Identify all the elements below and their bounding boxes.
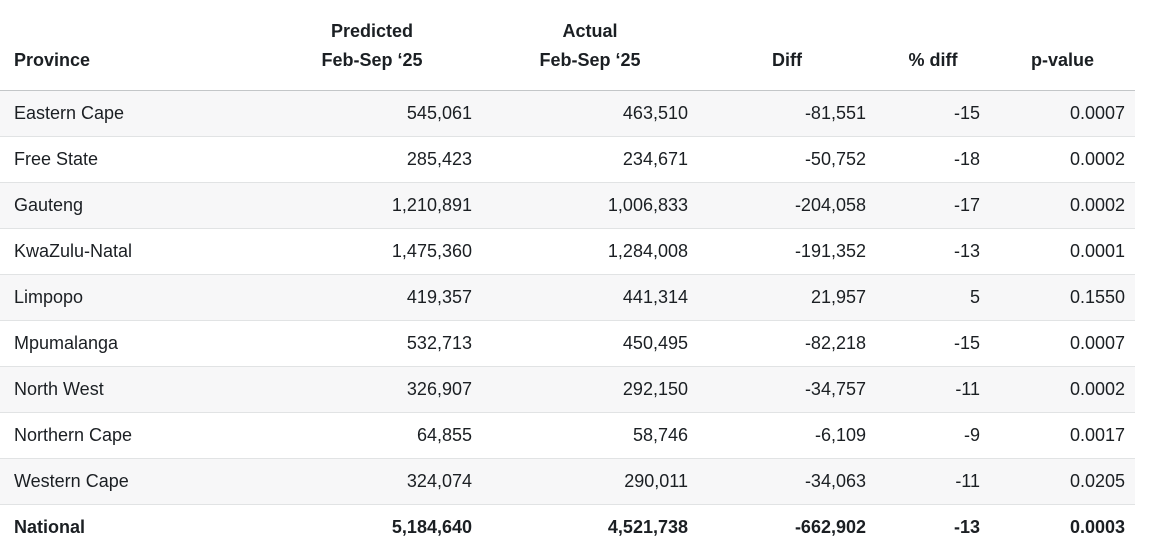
- cell-predicted: 1,475,360: [262, 228, 482, 275]
- column-header-actual: Actual Feb-Sep ‘25: [482, 9, 698, 91]
- cell-diff: -82,218: [698, 320, 876, 367]
- cell-actual: 234,671: [482, 136, 698, 183]
- cell-diff: -34,757: [698, 366, 876, 413]
- cell-predicted: 532,713: [262, 320, 482, 367]
- cell-pct-diff: -9: [876, 412, 990, 459]
- province-stats-table: Province Predicted Feb-Sep ‘25 Actual Fe…: [0, 9, 1135, 551]
- cell-actual: 463,510: [482, 90, 698, 137]
- cell-pct-diff: -18: [876, 136, 990, 183]
- cell-province: Gauteng: [0, 182, 262, 229]
- header-row: Province Predicted Feb-Sep ‘25 Actual Fe…: [0, 9, 1135, 91]
- cell-pct-diff: -11: [876, 366, 990, 413]
- column-header-predicted: Predicted Feb-Sep ‘25: [262, 9, 482, 91]
- table-row: Mpumalanga 532,713 450,495 -82,218 -15 0…: [0, 320, 1135, 367]
- cell-province: KwaZulu-Natal: [0, 228, 262, 275]
- cell-actual: 4,521,738: [482, 504, 698, 551]
- cell-pct-diff: -11: [876, 458, 990, 505]
- table-row: Gauteng 1,210,891 1,006,833 -204,058 -17…: [0, 182, 1135, 229]
- cell-predicted: 5,184,640: [262, 504, 482, 551]
- cell-p-value: 0.0002: [990, 136, 1135, 183]
- cell-predicted: 285,423: [262, 136, 482, 183]
- cell-province: Western Cape: [0, 458, 262, 505]
- cell-actual: 441,314: [482, 274, 698, 321]
- cell-province: Limpopo: [0, 274, 262, 321]
- cell-province: North West: [0, 366, 262, 413]
- table-row: Eastern Cape 545,061 463,510 -81,551 -15…: [0, 90, 1135, 137]
- cell-actual: 1,284,008: [482, 228, 698, 275]
- cell-diff: -81,551: [698, 90, 876, 137]
- cell-p-value: 0.0007: [990, 90, 1135, 137]
- cell-predicted: 326,907: [262, 366, 482, 413]
- cell-actual: 1,006,833: [482, 182, 698, 229]
- cell-predicted: 419,357: [262, 274, 482, 321]
- cell-province: Free State: [0, 136, 262, 183]
- cell-province: Eastern Cape: [0, 90, 262, 137]
- table-row: KwaZulu-Natal 1,475,360 1,284,008 -191,3…: [0, 228, 1135, 275]
- cell-p-value: 0.0017: [990, 412, 1135, 459]
- cell-predicted: 545,061: [262, 90, 482, 137]
- cell-predicted: 1,210,891: [262, 182, 482, 229]
- cell-p-value: 0.0002: [990, 182, 1135, 229]
- table-body: Eastern Cape 545,061 463,510 -81,551 -15…: [0, 90, 1135, 551]
- cell-province: Northern Cape: [0, 412, 262, 459]
- cell-province: National: [0, 504, 262, 551]
- table-row: Limpopo 419,357 441,314 21,957 5 0.1550: [0, 274, 1135, 321]
- cell-actual: 292,150: [482, 366, 698, 413]
- cell-predicted: 324,074: [262, 458, 482, 505]
- cell-actual: 450,495: [482, 320, 698, 367]
- cell-province: Mpumalanga: [0, 320, 262, 367]
- table-row: North West 326,907 292,150 -34,757 -11 0…: [0, 366, 1135, 413]
- cell-p-value: 0.0001: [990, 228, 1135, 275]
- cell-pct-diff: -15: [876, 320, 990, 367]
- cell-actual: 290,011: [482, 458, 698, 505]
- cell-pct-diff: -15: [876, 90, 990, 137]
- cell-pct-diff: -13: [876, 228, 990, 275]
- cell-p-value: 0.1550: [990, 274, 1135, 321]
- table-row-national-total: National 5,184,640 4,521,738 -662,902 -1…: [0, 504, 1135, 551]
- cell-actual: 58,746: [482, 412, 698, 459]
- table-row: Western Cape 324,074 290,011 -34,063 -11…: [0, 458, 1135, 505]
- cell-diff: 21,957: [698, 274, 876, 321]
- cell-pct-diff: 5: [876, 274, 990, 321]
- cell-p-value: 0.0007: [990, 320, 1135, 367]
- table-header: Province Predicted Feb-Sep ‘25 Actual Fe…: [0, 9, 1135, 91]
- cell-diff: -50,752: [698, 136, 876, 183]
- cell-pct-diff: -17: [876, 182, 990, 229]
- cell-diff: -6,109: [698, 412, 876, 459]
- table-row: Free State 285,423 234,671 -50,752 -18 0…: [0, 136, 1135, 183]
- cell-predicted: 64,855: [262, 412, 482, 459]
- cell-pct-diff: -13: [876, 504, 990, 551]
- column-header-province: Province: [0, 9, 262, 91]
- cell-diff: -662,902: [698, 504, 876, 551]
- cell-p-value: 0.0002: [990, 366, 1135, 413]
- cell-diff: -204,058: [698, 182, 876, 229]
- cell-p-value: 0.0205: [990, 458, 1135, 505]
- cell-diff: -191,352: [698, 228, 876, 275]
- cell-p-value: 0.0003: [990, 504, 1135, 551]
- cell-diff: -34,063: [698, 458, 876, 505]
- column-header-diff: Diff: [698, 9, 876, 91]
- table-row: Northern Cape 64,855 58,746 -6,109 -9 0.…: [0, 412, 1135, 459]
- column-header-pct-diff: % diff: [876, 9, 990, 91]
- column-header-p-value: p-value: [990, 9, 1135, 91]
